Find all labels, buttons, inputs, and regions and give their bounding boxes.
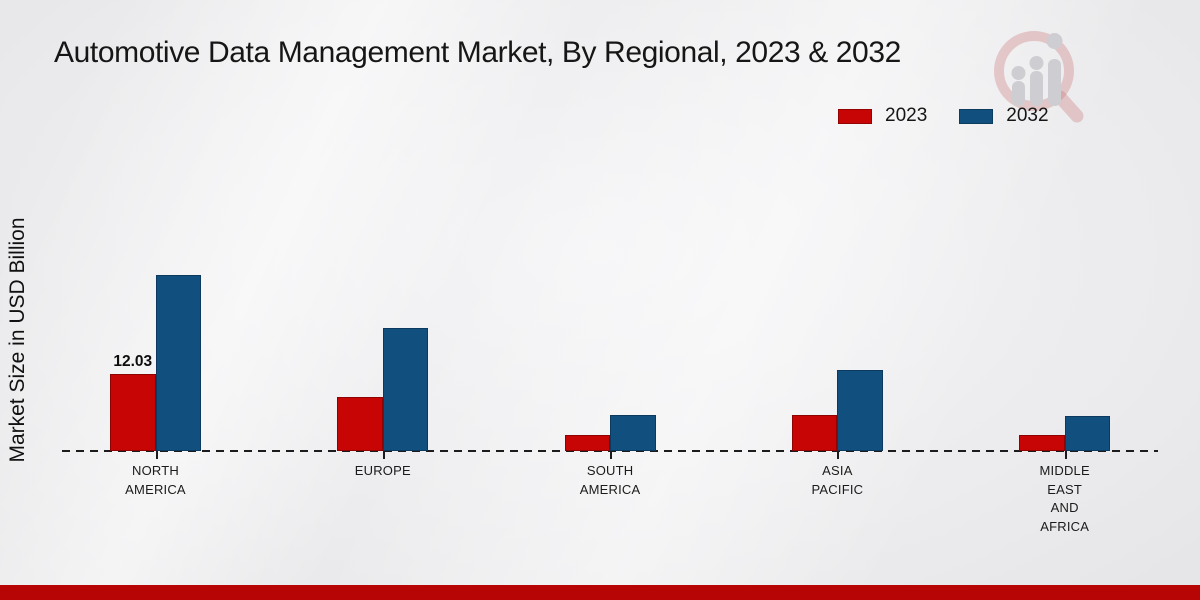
bar-north-america-2023 xyxy=(110,374,156,451)
bar-value-label: 12.03 xyxy=(113,353,153,370)
y-axis-title: Market Size in USD Billion xyxy=(6,217,29,463)
legend-swatch-2032 xyxy=(959,108,994,124)
chart-title: Automotive Data Management Market, By Re… xyxy=(54,36,901,69)
bar-asia-pacific-2023 xyxy=(791,415,838,451)
magnifier-bar-chart-logo-icon xyxy=(994,31,1084,123)
x-axis-tick xyxy=(1064,451,1067,459)
bar-south-america-2032 xyxy=(610,415,656,451)
x-axis-label-north-america: NORTH AMERICA xyxy=(125,463,186,497)
x-axis-baseline xyxy=(62,450,1158,452)
x-axis-label-south-america: SOUTH AMERICA xyxy=(579,463,641,497)
x-axis-tick xyxy=(155,451,158,459)
bar-south-america-2023 xyxy=(564,435,611,451)
x-axis-label-europe: EUROPE xyxy=(354,463,411,478)
x-axis-label-asia-pacific: ASIA PACIFIC xyxy=(811,463,864,497)
x-axis-tick xyxy=(382,451,385,459)
bar-north-america-2032 xyxy=(155,275,201,451)
bar-europe-2023 xyxy=(337,397,383,451)
bar-europe-2032 xyxy=(382,328,429,451)
bar-middle-east-and-africa-2032 xyxy=(1064,416,1111,451)
legend-item-2032: 2032 xyxy=(959,105,1049,127)
legend-label-2032: 2032 xyxy=(1006,105,1049,126)
market-research-future-logo-watermark xyxy=(988,28,1088,129)
legend-swatch-2023 xyxy=(838,108,872,124)
x-axis-label-middle-east-and-africa: MIDDLE EAST AND AFRICA xyxy=(1039,463,1090,534)
legend-label-2023: 2023 xyxy=(885,105,928,126)
legend-item-2023: 2023 xyxy=(838,105,927,127)
bar-middle-east-and-africa-2023 xyxy=(1019,435,1065,451)
legend: 2023 2032 xyxy=(838,105,1049,127)
x-axis-tick xyxy=(610,451,613,459)
x-axis-tick xyxy=(837,451,840,459)
footer-accent-bar xyxy=(0,585,1200,600)
bar-asia-pacific-2032 xyxy=(837,370,883,451)
